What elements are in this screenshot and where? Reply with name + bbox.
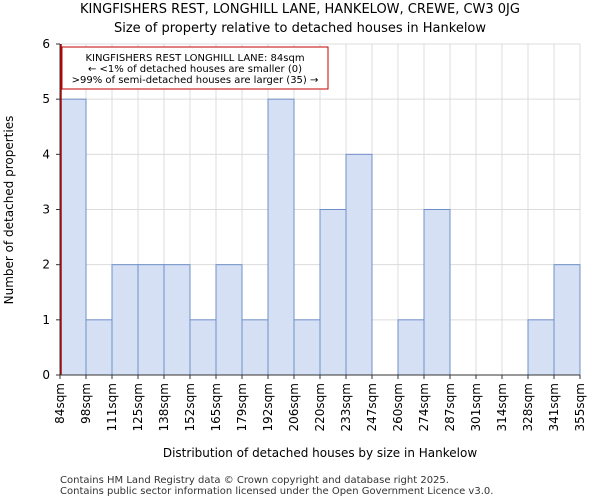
x-tick-label: 206sqm [287,383,301,431]
bar [85,319,113,376]
bar [59,98,87,376]
bars [59,98,581,376]
bar [111,264,139,376]
bar [293,319,321,376]
y-axis-label: Number of detached properties [2,116,16,305]
x-tick-label: 247sqm [365,383,379,431]
annotation-line-2: ← <1% of detached houses are smaller (0) [88,64,302,75]
bar [137,264,165,376]
x-tick-labels: 84sqm 98sqm 111sqm 125sqm 138sqm 152sqm 165sqm… [53,375,587,431]
x-tick-label: 301sqm [469,383,483,431]
x-tick-label: 260sqm [391,383,405,431]
x-tick-label: 125sqm [131,383,145,431]
x-tick-label: 274sqm [417,383,431,431]
bar [189,319,217,376]
y-tick-label: 4 [42,147,50,161]
annotation-box: KINGFISHERS REST LONGHILL LANE: 84sqm ← … [61,46,329,90]
annotation-line-1: KINGFISHERS REST LONGHILL LANE: 84sqm [85,53,304,64]
chart-title-line-1: KINGFISHERS REST, LONGHILL LANE, HANKELO… [80,2,520,17]
x-tick-label: 192sqm [261,383,275,431]
bar [319,209,347,376]
chart-title-line-2: Size of property relative to detached ho… [114,21,486,36]
y-tick-label: 6 [42,37,50,51]
bar [423,209,451,376]
x-tick-label: 341sqm [547,383,561,431]
x-tick-label: 84sqm [53,383,67,424]
bar [397,319,425,376]
bar [241,319,269,376]
x-tick-label: 220sqm [313,383,327,431]
y-tick-label: 5 [42,92,50,106]
footer-line-1: Contains HM Land Registry data © Crown c… [60,475,449,486]
y-tick-label: 2 [42,258,50,272]
bar [553,264,581,376]
y-tick-labels: 0 1 2 3 4 5 6 [42,37,60,382]
y-tick-label: 0 [42,368,50,382]
x-tick-label: 98sqm [79,383,93,424]
annotation-line-3: >99% of semi-detached houses are larger … [72,75,319,86]
footer-line-2: Contains public sector information licen… [60,486,493,497]
x-tick-label: 328sqm [521,383,535,431]
bar [267,98,295,376]
x-tick-label: 287sqm [443,383,457,431]
x-tick-label: 179sqm [235,383,249,431]
x-tick-label: 314sqm [495,383,509,431]
x-tick-label: 355sqm [573,383,587,431]
x-tick-label: 233sqm [339,383,353,431]
y-tick-label: 3 [42,203,50,217]
x-tick-label: 111sqm [105,383,119,431]
bar [527,319,555,376]
annotation-frame [61,46,329,90]
x-tick-label: 165sqm [209,383,223,431]
bar [163,264,191,376]
bar [215,264,243,376]
x-tick-label: 152sqm [183,383,197,431]
x-tick-label: 138sqm [157,383,171,431]
bar [345,153,373,376]
y-tick-label: 1 [42,313,50,327]
x-axis-label: Distribution of detached houses by size … [163,446,477,460]
